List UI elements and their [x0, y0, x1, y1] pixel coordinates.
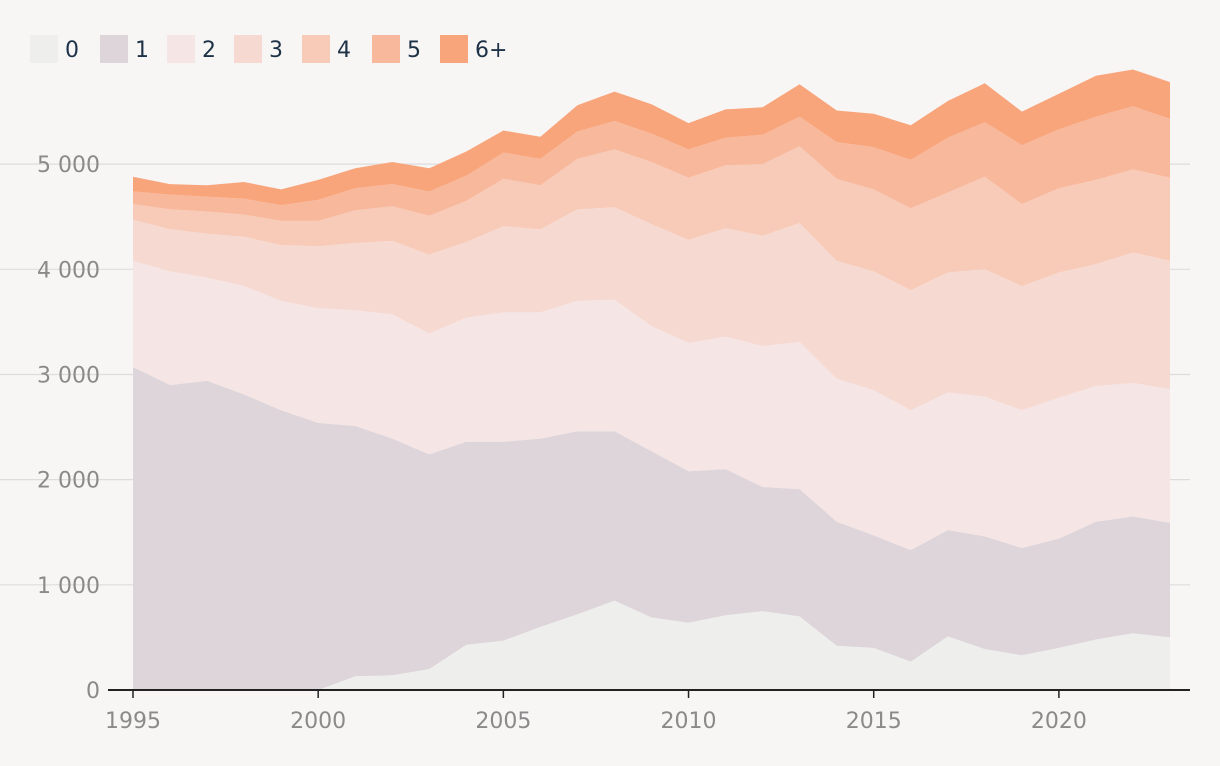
legend-swatch — [30, 35, 58, 63]
legend-swatch — [302, 35, 330, 63]
y-tick-label: 5 000 — [37, 153, 100, 178]
legend-label: 2 — [202, 38, 216, 63]
legend-label: 6+ — [475, 38, 507, 63]
x-tick-label: 2010 — [661, 709, 717, 734]
area-series-6plus — [133, 69, 1170, 206]
legend-item-3: 3 — [234, 35, 283, 63]
area-series-3 — [133, 207, 1170, 411]
legend-item-4: 4 — [302, 35, 351, 63]
area-series-group — [133, 69, 1170, 690]
legend-item-0: 0 — [30, 35, 79, 63]
y-tick-label: 0 — [86, 679, 100, 704]
legend-label: 5 — [407, 38, 421, 63]
legend-swatch — [234, 35, 262, 63]
y-tick-label: 1 000 — [37, 574, 100, 599]
legend-label: 1 — [135, 38, 149, 63]
area-series-4 — [133, 146, 1170, 291]
x-tick-label: 2015 — [846, 709, 902, 734]
legend-item-5: 5 — [372, 35, 421, 63]
legend-swatch — [167, 35, 195, 63]
legend: 0 1 2 3 4 5 6+ — [30, 35, 507, 63]
area-series-2 — [133, 260, 1170, 551]
area-series-1 — [133, 367, 1170, 690]
y-tick-label: 3 000 — [37, 363, 100, 388]
legend-item-2: 2 — [167, 35, 216, 63]
x-tick-label: 2000 — [290, 709, 346, 734]
legend-item-6plus: 6+ — [440, 35, 507, 63]
x-tick-label: 2005 — [475, 709, 531, 734]
axes: 0 1 000 2 000 3 000 4 000 5 000 1995 2000 2005 20… — [37, 153, 1190, 734]
legend-swatch — [440, 35, 468, 63]
area-series-5 — [133, 106, 1170, 221]
y-tick-label: 2 000 — [37, 469, 100, 494]
area-series-0 — [133, 600, 1170, 690]
legend-item-1: 1 — [100, 35, 149, 63]
y-tick-label: 4 000 — [37, 258, 100, 283]
legend-label: 0 — [65, 38, 79, 63]
legend-swatch — [372, 35, 400, 63]
legend-swatch — [100, 35, 128, 63]
x-tick-label: 1995 — [105, 709, 161, 734]
legend-label: 3 — [269, 38, 283, 63]
legend-label: 4 — [337, 38, 351, 63]
x-tick-label: 2020 — [1031, 709, 1087, 734]
